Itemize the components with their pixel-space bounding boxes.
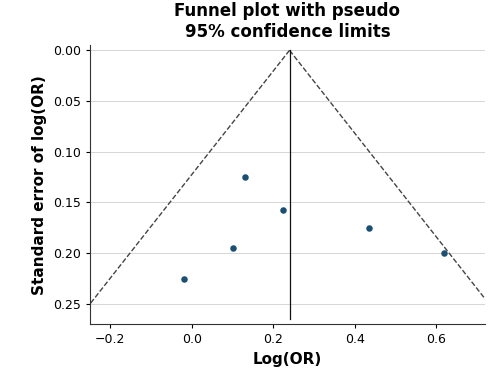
Y-axis label: Standard error of log(OR): Standard error of log(OR): [32, 75, 48, 294]
Point: [280, 207, 287, 213]
Title: Funnel plot with pseudo
95% confidence limits: Funnel plot with pseudo 95% confidence l…: [174, 2, 400, 41]
Point: [440, 250, 448, 256]
Point: [240, 174, 248, 180]
X-axis label: Log(OR): Log(OR): [253, 352, 322, 367]
Point: [228, 245, 236, 251]
Point: [365, 225, 373, 231]
Point: [180, 276, 188, 282]
